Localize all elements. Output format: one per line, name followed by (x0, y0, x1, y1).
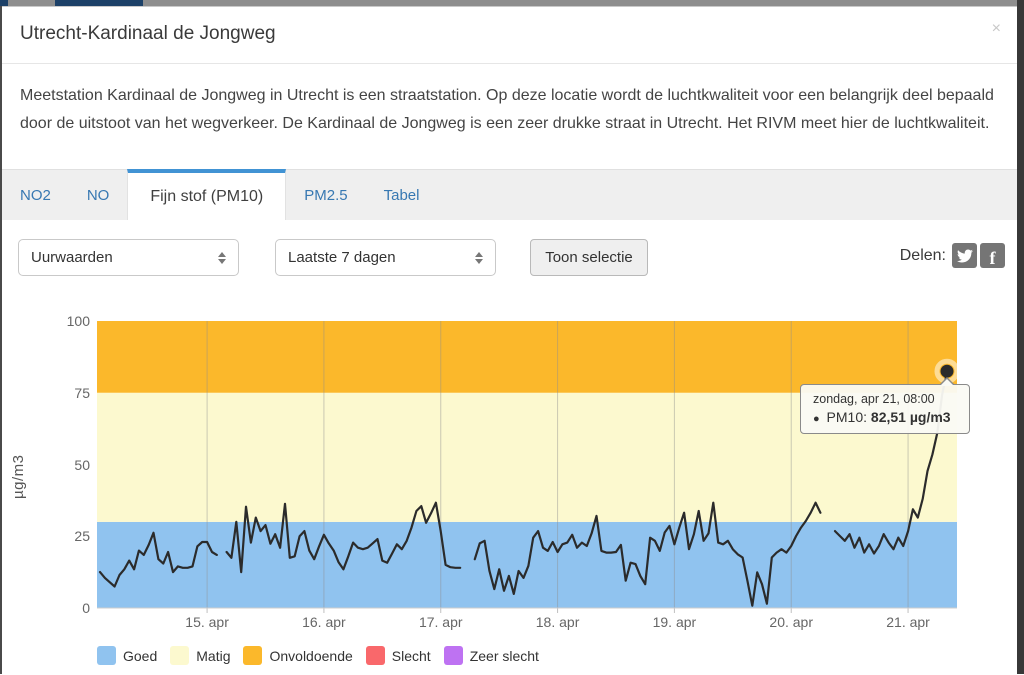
page-background-strip (0, 0, 1017, 6)
x-axis-label: 21. apr (886, 614, 930, 630)
y-axis-label: 75 (74, 384, 90, 401)
facebook-icon[interactable]: f (980, 243, 1005, 268)
x-axis-label: 18. apr (535, 614, 580, 630)
modal-header: Utrecht-Kardinaal de Jongweg × (2, 7, 1017, 64)
close-icon[interactable]: × (991, 20, 1001, 37)
station-description: Meetstation Kardinaal de Jongweg in Utre… (20, 87, 994, 132)
y-axis-label: 50 (74, 456, 90, 473)
y-axis-label: 100 (66, 313, 90, 329)
station-modal: Utrecht-Kardinaal de Jongweg × Meetstati… (2, 6, 1017, 674)
page-title: Utrecht-Kardinaal de Jongweg (20, 23, 276, 44)
tooltip-date: zondag, apr 21, 08:00 (813, 392, 935, 406)
controls-row: Uurwaarden Laatste 7 dagen Toon selectie… (2, 220, 1017, 284)
band-goed (97, 521, 957, 608)
highlighted-point[interactable] (940, 364, 954, 378)
legend-item: Slecht (365, 646, 431, 665)
page-left-edge (0, 6, 2, 674)
page-right-edge (1017, 0, 1024, 674)
tab-no2[interactable]: NO2 (20, 186, 51, 204)
background-nav-fragment-left (0, 0, 8, 6)
tab-fijn-stof-pm10-[interactable]: Fijn stof (PM10) (127, 169, 287, 220)
legend-label: Slecht (391, 647, 431, 664)
select-arrows-icon (218, 251, 226, 264)
x-axis-label: 17. apr (418, 614, 463, 630)
y-axis-title: µg/m3 (10, 454, 27, 500)
legend-label: Onvoldoende (269, 647, 353, 664)
tooltip-series-label: PM10: (826, 409, 868, 425)
select-arrows-icon (475, 251, 483, 264)
legend-swatch-icon (243, 646, 263, 665)
legend-label: Matig (196, 647, 231, 664)
show-selection-button[interactable]: Toon selectie (530, 239, 648, 276)
tab-no[interactable]: NO (86, 186, 110, 204)
legend-item: Onvoldoende (243, 646, 353, 665)
legend-swatch-icon (170, 646, 190, 665)
twitter-icon[interactable] (952, 243, 977, 268)
legend-label: Goed (123, 647, 158, 664)
chart-canvas[interactable] (2, 284, 1017, 675)
x-axis-label: 19. apr (652, 614, 697, 630)
tab-tabel[interactable]: Tabel (383, 186, 420, 204)
range-select-value: Laatste 7 dagen (288, 249, 396, 266)
y-axis-label: 25 (74, 528, 90, 545)
tab-pm2-5[interactable]: PM2.5 (304, 186, 348, 204)
band-onvoldoende (97, 321, 957, 393)
y-axis-label: 0 (82, 600, 90, 616)
legend-swatch-icon (365, 646, 385, 665)
share-label: Delen: (899, 247, 946, 264)
x-axis-label: 16. apr (302, 614, 346, 630)
legend-swatch-icon (443, 646, 463, 665)
tooltip-value: 82,51 µg/m3 (870, 409, 951, 425)
pm10-line[interactable] (98, 370, 949, 607)
tooltip-value-line: ● PM10: 82,51 µg/m3 (813, 409, 969, 425)
legend-swatch-icon (97, 646, 116, 665)
x-axis-label: 15. apr (185, 614, 229, 630)
legend-item: Matig (170, 646, 230, 665)
interval-select[interactable]: Uurwaarden (18, 239, 239, 276)
legend-item: Goed (97, 646, 157, 665)
chart-legend: Goed Matig Onvoldoende Slecht Zeer slecht (97, 646, 552, 665)
tab-bar: NO2 NO Fijn stof (PM10) PM2.5 Tabel (2, 169, 1017, 220)
chart-tooltip: zondag, apr 21, 08:00 ● PM10: 82,51 µg/m… (800, 377, 970, 434)
range-select[interactable]: Laatste 7 dagen (275, 239, 496, 276)
pm10-chart[interactable]: µg/m3 Goed Matig Onvoldoende Slecht Zeer sle… (2, 284, 1017, 675)
legend-label: Zeer slecht (469, 647, 539, 664)
interval-select-value: Uurwaarden (31, 249, 113, 266)
x-axis-label: 20. apr (769, 614, 814, 630)
background-nav-fragment (55, 0, 143, 6)
legend-item: Zeer slecht (443, 646, 539, 665)
series-bullet-icon: ● (813, 413, 820, 425)
